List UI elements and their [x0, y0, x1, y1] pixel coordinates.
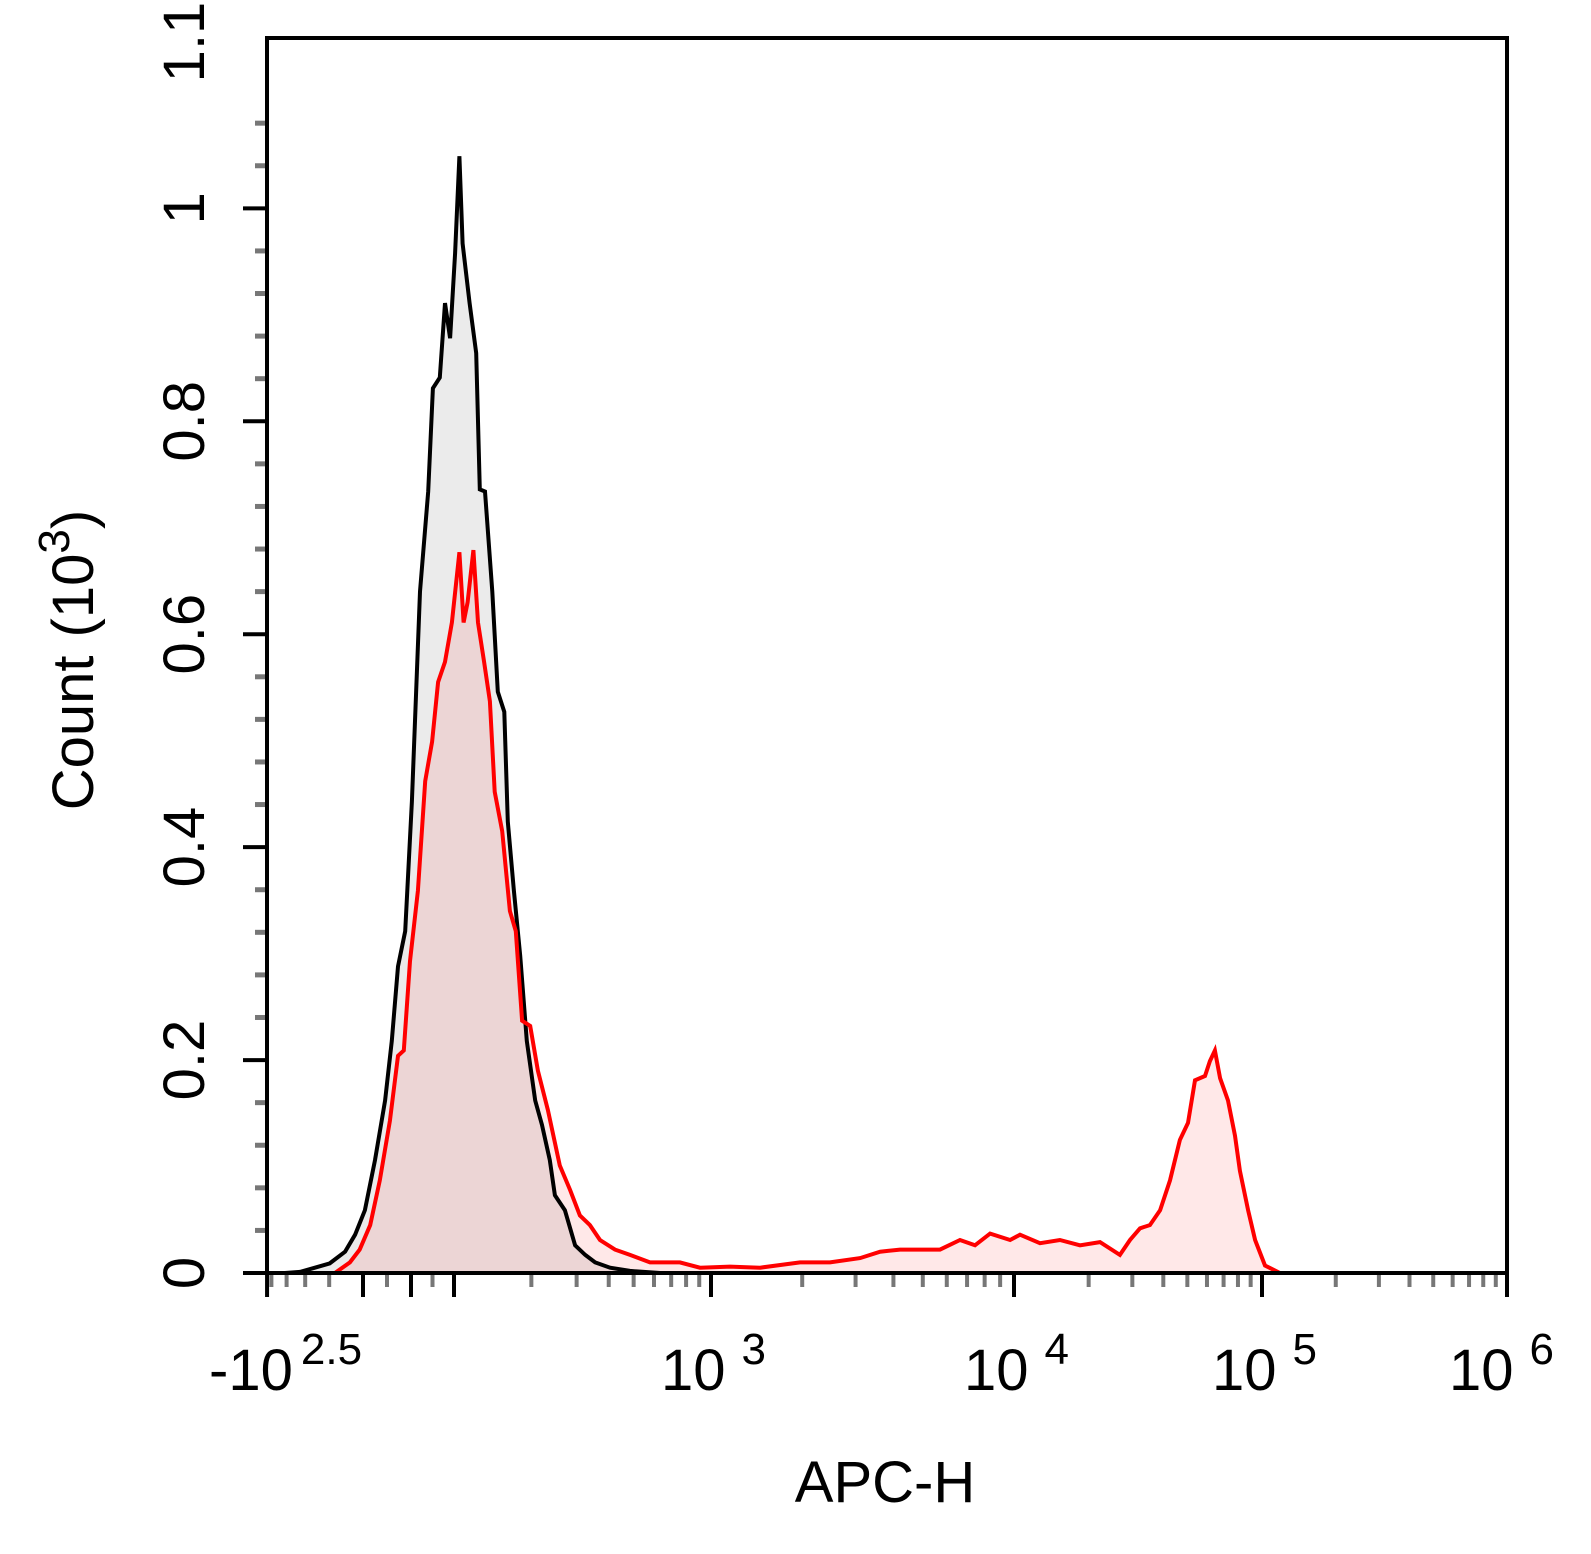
y-tick-label: 0.2 [152, 1020, 217, 1101]
x-tick-exp: 3 [742, 1325, 766, 1374]
x-tick-base: 10 [964, 1338, 1029, 1403]
x-axis-title: APC-H [795, 1450, 975, 1515]
y-tick-label: 0.4 [152, 807, 217, 888]
y-axis-title-text: Count [41, 655, 106, 810]
x-tick-label: 10 6 [1449, 1325, 1554, 1403]
plot-frame [265, 36, 1509, 1275]
x-tick-base: -10 [209, 1338, 293, 1403]
x-tick-label: 10 4 [964, 1325, 1069, 1403]
series-layer [284, 156, 1281, 1275]
x-tick-exp: 6 [1530, 1325, 1554, 1374]
series-0-line [284, 156, 661, 1275]
y-axis-title: Count(103) [30, 510, 106, 810]
x-tick-exp: 2.5 [301, 1325, 362, 1374]
y-tick-label: 0 [152, 1257, 217, 1289]
x-tick-exp: 4 [1045, 1325, 1069, 1374]
series-1-fill [334, 550, 1280, 1273]
y-tick-label: 0.6 [152, 594, 217, 675]
y-tick-label: 0.8 [152, 381, 217, 462]
y-unit-base: 10 [41, 554, 106, 619]
y-tick-labels: 0 0.2 0.4 0.6 0.8 1 1.1 [152, 2, 217, 1289]
x-tick-base: 10 [661, 1338, 726, 1403]
y-tick-label: 1.1 [152, 2, 217, 83]
x-tick-base: 10 [1449, 1338, 1514, 1403]
y-tick-label: 1 [152, 192, 217, 224]
x-tick-base: 10 [1212, 1338, 1277, 1403]
x-tick-labels: -10 2.5 10 3 10 4 10 5 10 6 [209, 1325, 1554, 1403]
x-tick-exp: 5 [1293, 1325, 1317, 1374]
series-0-fill [284, 156, 661, 1274]
series-1-line [333, 549, 1281, 1275]
x-tick-label: -10 2.5 [209, 1325, 362, 1403]
x-tick-label: 10 5 [1212, 1325, 1317, 1403]
y-unit-exp: 3 [30, 529, 79, 553]
x-tick-label: 10 3 [661, 1325, 766, 1403]
